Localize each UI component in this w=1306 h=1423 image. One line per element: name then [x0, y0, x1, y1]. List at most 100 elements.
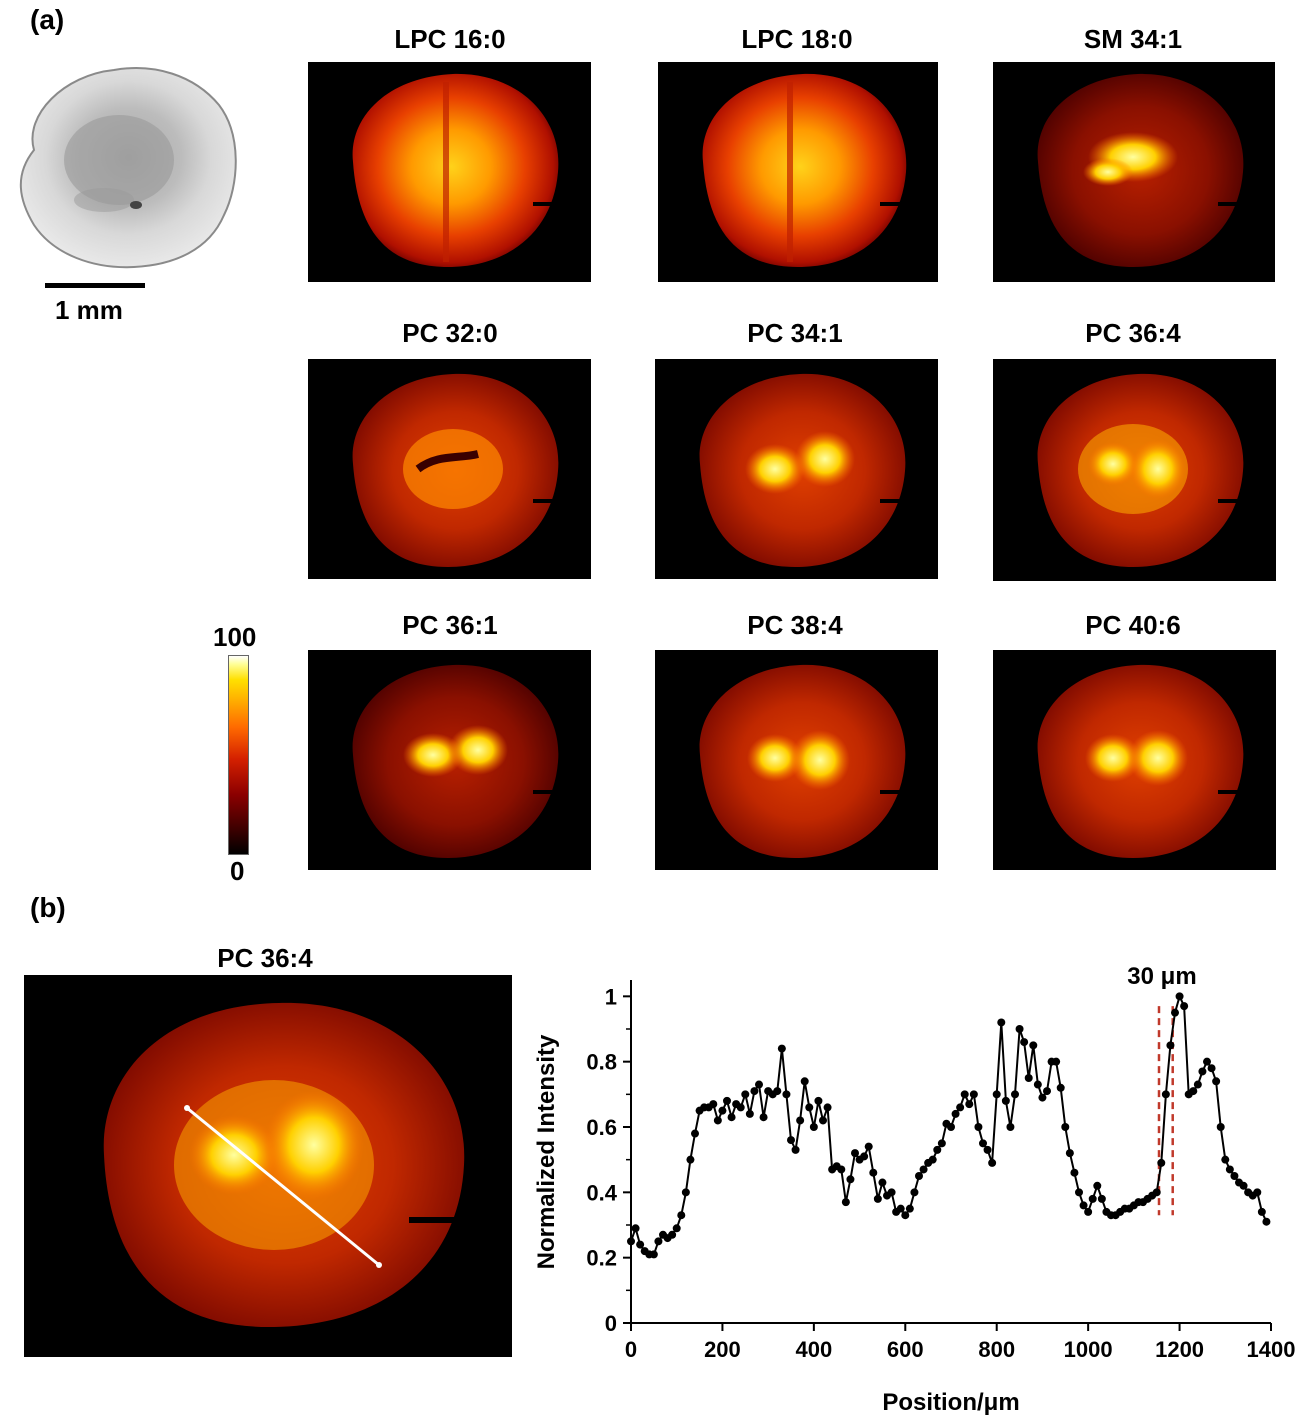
data-point: [809, 1123, 818, 1131]
data-point: [1065, 1149, 1074, 1158]
ion-title-pc-34-1: PC 34:1: [747, 318, 843, 348]
data-point: [686, 1155, 695, 1164]
ion-title-sm-34-1: SM 34:1: [1083, 24, 1183, 54]
data-point: [1239, 1181, 1248, 1190]
optical-tissue-image: [4, 55, 244, 275]
data-point: [1038, 1093, 1047, 1102]
data-point: [819, 1116, 827, 1125]
ion-title-lpc-18-0: LPC 18:0: [741, 24, 853, 54]
ion-title-pc-36-4: PC 36:4: [1085, 318, 1181, 348]
x-tick-label: 200: [704, 1337, 741, 1362]
data-point: [864, 1142, 873, 1151]
data-point: [782, 1090, 791, 1099]
scale-bar-label: 1 mm: [55, 295, 123, 325]
data-point: [1225, 1165, 1234, 1174]
data-point: [1180, 1002, 1189, 1011]
x-tick-label: 1400: [1247, 1337, 1296, 1362]
data-point: [691, 1129, 699, 1138]
resolution-annotation: 30 μm: [1127, 963, 1196, 990]
data-point: [1043, 1087, 1051, 1096]
data-point: [1207, 1064, 1216, 1073]
data-point: [787, 1136, 795, 1145]
data-point: [1079, 1201, 1088, 1210]
data-point: [1171, 1008, 1179, 1017]
data-point: [1093, 1181, 1102, 1190]
data-point: [960, 1090, 969, 1099]
data-point: [1198, 1067, 1207, 1076]
data-point: [791, 1145, 800, 1154]
ion-title-lpc-16-0: LPC 16:0: [394, 24, 506, 54]
ion-image-lpc-16-0: [308, 62, 591, 282]
data-point: [1157, 1158, 1166, 1167]
data-point: [759, 1113, 768, 1122]
data-point: [1230, 1172, 1239, 1180]
data-point: [654, 1237, 663, 1246]
ion-image-lpc-18-0: [658, 62, 938, 282]
data-point: [1029, 1041, 1038, 1050]
x-tick-label: 600: [887, 1337, 924, 1362]
y-tick-label: 1: [605, 984, 617, 1009]
x-tick-label: 1000: [1064, 1337, 1113, 1362]
ion-image-sm-34-1: [993, 62, 1275, 282]
ion-image-pc-36-1: [308, 650, 591, 870]
data-point: [796, 1116, 805, 1125]
data-point: [1097, 1194, 1106, 1203]
data-point: [636, 1240, 645, 1249]
data-point: [709, 1100, 718, 1109]
data-point: [841, 1198, 850, 1207]
data-point: [878, 1178, 887, 1187]
data-point: [1070, 1168, 1079, 1177]
data-point: [777, 1044, 786, 1053]
data-point: [627, 1237, 635, 1246]
data-point: [896, 1204, 905, 1213]
panel-b-ion-image: [24, 975, 512, 1357]
data-point: [672, 1224, 681, 1233]
data-point: [805, 1103, 814, 1112]
data-point: [823, 1103, 832, 1112]
data-point: [837, 1165, 846, 1174]
data-point: [1166, 1041, 1175, 1050]
data-point: [928, 1155, 937, 1164]
data-point: [1033, 1080, 1042, 1089]
panel-a-label: (a): [30, 4, 65, 35]
data-point: [997, 1018, 1006, 1027]
data-point: [1193, 1080, 1202, 1089]
data-point: [723, 1096, 731, 1105]
data-point: [649, 1250, 658, 1259]
data-point: [873, 1194, 882, 1203]
data-point: [677, 1211, 686, 1220]
x-tick-label: 800: [978, 1337, 1015, 1362]
data-point: [1212, 1077, 1221, 1086]
data-point: [773, 1087, 782, 1096]
data-point: [1262, 1217, 1271, 1226]
colorbar-min-label: 0: [230, 856, 245, 886]
y-tick-label: 0.6: [586, 1115, 617, 1140]
data-point: [992, 1090, 1001, 1099]
data-point: [1257, 1207, 1266, 1216]
colorbar: [228, 655, 249, 855]
scale-bar: [45, 283, 145, 288]
ion-title-pc-36-1: PC 36:1: [402, 610, 498, 640]
data-point: [1015, 1025, 1024, 1033]
data-point: [1152, 1188, 1161, 1197]
data-point: [1024, 1074, 1033, 1082]
intensity-profile-chart: 0 0.2 0.4 0.6 0.8 1 0 200 400 600 800 1000 1200 1400 …: [520, 960, 1306, 1418]
data-point: [800, 1077, 809, 1086]
panel-b-label: (b): [30, 892, 66, 923]
data-point: [1221, 1155, 1230, 1164]
data-point: [951, 1109, 960, 1118]
data-point: [631, 1224, 640, 1233]
ion-image-pc-36-4: [993, 359, 1276, 581]
data-point: [860, 1152, 869, 1161]
x-tick-label: 400: [795, 1337, 832, 1362]
data-point: [713, 1116, 722, 1125]
data-point: [1011, 1090, 1019, 1099]
data-point: [846, 1175, 855, 1184]
data-point: [1203, 1057, 1211, 1066]
data-point: [668, 1230, 677, 1239]
data-point: [1020, 1038, 1029, 1047]
data-point: [905, 1204, 914, 1213]
data-point: [1001, 1096, 1010, 1105]
data-point: [741, 1090, 750, 1099]
data-point: [965, 1100, 974, 1109]
